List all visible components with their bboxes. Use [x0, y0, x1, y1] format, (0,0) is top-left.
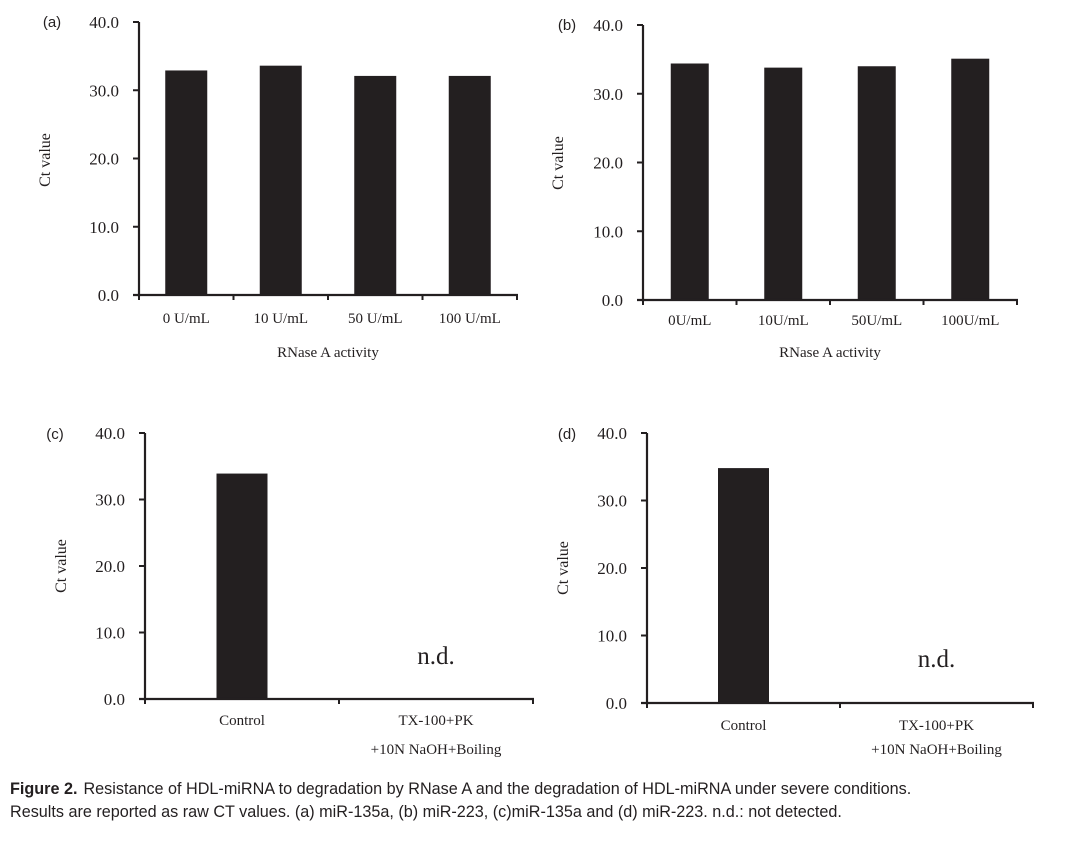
y-tick-label: 30.0	[95, 491, 125, 510]
y-tick-label: 20.0	[89, 150, 119, 169]
bar-0-u-ml	[165, 70, 208, 296]
caption-line-2: Results are reported as raw CT values. (…	[10, 803, 842, 821]
y-tick-label: 40.0	[593, 16, 623, 35]
x-axis-label: RNase A activity	[779, 345, 881, 361]
x-tick-label: TX-100+PK	[398, 713, 473, 729]
y-tick-label: 20.0	[95, 557, 125, 576]
y-axis-label: Ct value	[555, 541, 572, 595]
bar-control	[216, 473, 268, 699]
panel-label: (a)	[43, 14, 61, 31]
y-tick-label: 20.0	[597, 559, 627, 578]
y-tick-label: 10.0	[95, 624, 125, 643]
bar-50u-ml	[857, 66, 896, 300]
figure-caption: Figure 2. Resistance of HDL-miRNA to degr…	[10, 778, 1070, 824]
y-tick-label: 10.0	[89, 218, 119, 237]
y-axis-label: Ct value	[53, 539, 70, 593]
y-tick-label: 10.0	[593, 222, 623, 241]
y-tick-label: 0.0	[104, 690, 125, 709]
x-tick-label: TX-100+PK	[899, 718, 974, 734]
y-tick-label: 30.0	[597, 492, 627, 511]
panel-label: (b)	[558, 17, 576, 34]
x-tick-label: 10 U/mL	[253, 311, 308, 327]
caption-text-1: Resistance of HDL-miRNA to degradation b…	[83, 780, 912, 798]
x-tick-label: Control	[219, 713, 265, 729]
x-axis-label: RNase A activity	[277, 345, 379, 361]
y-tick-label: 0.0	[98, 286, 119, 305]
caption-line-1: Figure 2. Resistance of HDL-miRNA to degr…	[10, 778, 1070, 801]
bar-10u-ml	[764, 67, 803, 300]
panel-label: (c)	[46, 426, 64, 443]
bar-100u-ml	[951, 58, 990, 300]
figure-2-bar-charts: (a) Ct value 0.0 10.0 20.0 30.0 40.0 0 U/mL 10 U…	[37, 13, 1034, 758]
not-detected-annotation: n.d.	[417, 643, 455, 670]
y-tick-label: 40.0	[95, 424, 125, 443]
x-tick-label: 100 U/mL	[439, 311, 501, 327]
y-tick-label: 40.0	[89, 13, 119, 32]
y-tick-label: 0.0	[606, 694, 627, 713]
bar-50-u-ml	[354, 75, 397, 295]
x-tick-label: 10U/mL	[758, 313, 809, 329]
x-tick-label: 0 U/mL	[163, 311, 210, 327]
y-tick-label: 30.0	[593, 85, 623, 104]
x-tick-label: 50 U/mL	[348, 311, 403, 327]
y-tick-label: 10.0	[597, 627, 627, 646]
x-tick-label: 0U/mL	[668, 313, 711, 329]
x-tick-label: Control	[721, 718, 767, 734]
not-detected-annotation: n.d.	[918, 646, 956, 673]
bar-control	[718, 468, 769, 703]
x-tick-label: +10N NaOH+Boiling	[871, 742, 1002, 758]
y-axis-label: Ct value	[550, 136, 567, 190]
y-tick-label: 0.0	[602, 291, 623, 310]
x-tick-label: 50U/mL	[851, 313, 902, 329]
y-axis-label: Ct value	[37, 133, 54, 187]
panel-label: (d)	[558, 426, 576, 443]
bar-100-u-ml	[448, 75, 491, 295]
figure-label: Figure 2.	[10, 780, 78, 798]
bar-0u-ml	[670, 63, 709, 300]
bar-10-u-ml	[259, 65, 302, 296]
x-tick-label: 100U/mL	[941, 313, 999, 329]
y-tick-label: 20.0	[593, 154, 623, 173]
y-tick-label: 40.0	[597, 424, 627, 443]
x-tick-label: +10N NaOH+Boiling	[371, 742, 502, 758]
y-tick-label: 30.0	[89, 81, 119, 100]
